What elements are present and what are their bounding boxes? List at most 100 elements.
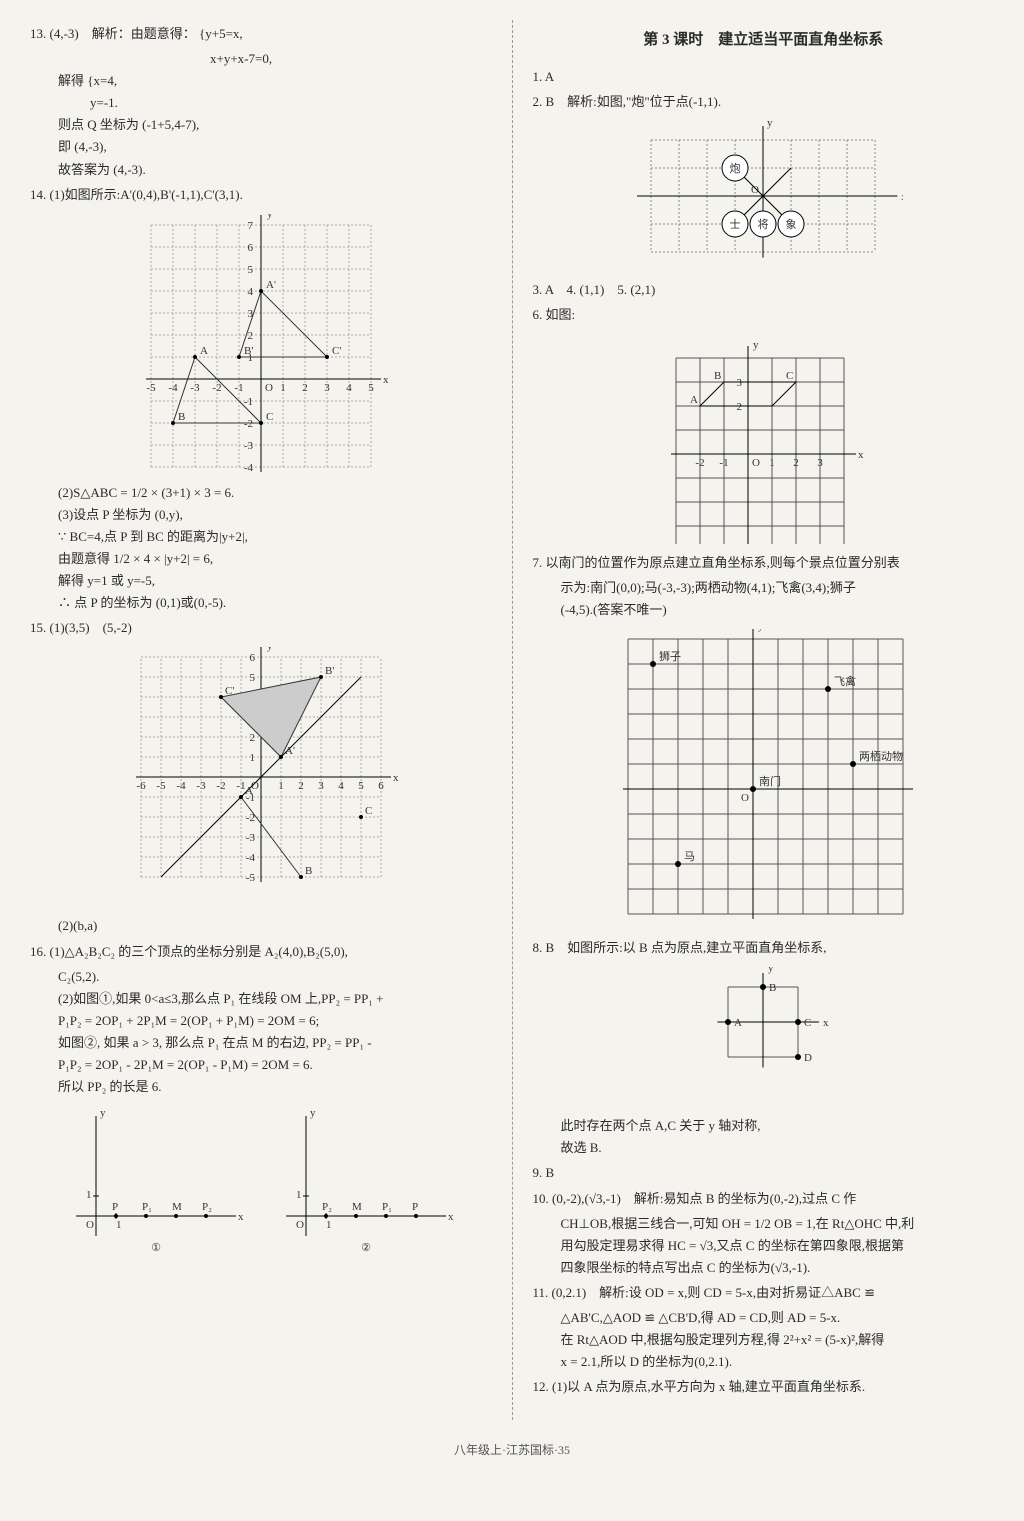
svg-text:A': A' bbox=[285, 745, 295, 757]
q15-chart2: xyO-6-5-4-3-2-1123456-5-4-3-2-1123456 A'… bbox=[30, 647, 492, 907]
svg-text:y: y bbox=[767, 121, 773, 129]
column-divider bbox=[512, 20, 513, 1420]
q13-l2: 即 (4,-3), bbox=[30, 136, 492, 158]
right-column: 第 3 课时 建立适当平面直角坐标系 1. A 2. B 解析:如图,"炮"位于… bbox=[533, 20, 995, 1420]
q8-head: 8. B 如图所示:以 B 点为原点,建立平面直角坐标系, bbox=[533, 937, 995, 959]
svg-text:-5: -5 bbox=[156, 780, 166, 792]
svg-text:C: C bbox=[786, 370, 793, 382]
svg-text:P₁: P₁ bbox=[142, 1201, 152, 1213]
q13-head: 13. (4,-3) 解析：由题意得： bbox=[30, 26, 196, 41]
svg-text:-2: -2 bbox=[244, 418, 253, 430]
q6-chart: xyO-2-112323 ABC bbox=[533, 334, 995, 544]
q13-block: 13. (4,-3) 解析：由题意得： {y+5=x, bbox=[30, 23, 492, 45]
q13-l3: 故答案为 (4,-3). bbox=[30, 159, 492, 181]
svg-text:P₂: P₂ bbox=[202, 1201, 212, 1213]
svg-text:1: 1 bbox=[326, 1219, 332, 1231]
q11-l3: 在 Rt△AOD 中,根据勾股定理列方程,得 2²+x² = (5-x)²,解得 bbox=[533, 1329, 995, 1351]
q16-l1b: C₂(5,2). bbox=[30, 966, 492, 988]
svg-text:5: 5 bbox=[368, 382, 374, 394]
svg-text:1: 1 bbox=[770, 457, 776, 469]
q11-l1: 11. (0,2.1) 解析:设 OD = x,则 CD = 5-x,由对折易证… bbox=[533, 1282, 995, 1304]
svg-text:y: y bbox=[267, 214, 273, 220]
svg-text:-3: -3 bbox=[246, 832, 256, 844]
svg-text:-2: -2 bbox=[212, 382, 221, 394]
svg-text:1: 1 bbox=[278, 780, 284, 792]
page-footer: 八年级上·江苏国标·35 bbox=[30, 1440, 994, 1460]
svg-text:2: 2 bbox=[794, 457, 800, 469]
svg-text:M: M bbox=[352, 1201, 362, 1213]
chart-svg-7: xyO 狮子飞禽南门两栖动物马 bbox=[613, 629, 913, 929]
svg-text:M: M bbox=[172, 1201, 182, 1213]
svg-text:P₁: P₁ bbox=[382, 1201, 392, 1213]
svg-text:B: B bbox=[305, 865, 312, 877]
q14-head: 14. (1)如图所示:A'(0,4),B'(-1,1),C'(3,1). bbox=[30, 184, 492, 206]
q13-sys2b: y=-1. bbox=[30, 92, 492, 114]
svg-text:C': C' bbox=[332, 345, 341, 357]
svg-text:-2: -2 bbox=[696, 457, 705, 469]
chart-svg-15: xyO-6-5-4-3-2-1123456-5-4-3-2-1123456 A'… bbox=[121, 647, 401, 907]
svg-text:5: 5 bbox=[247, 264, 253, 276]
svg-text:5: 5 bbox=[358, 780, 364, 792]
svg-text:2: 2 bbox=[247, 330, 253, 342]
svg-text:O: O bbox=[741, 792, 749, 804]
q7-chart: xyO 狮子飞禽南门两栖动物马 bbox=[533, 629, 995, 929]
svg-text:1: 1 bbox=[86, 1189, 92, 1201]
q15-p2: (2)(b,a) bbox=[30, 915, 492, 937]
q16-l1: 16. (1)△A₂B₂C₂ 的三个顶点的坐标分别是 A₂(4,0),B₂(5,… bbox=[30, 941, 492, 963]
svg-text:y: y bbox=[100, 1107, 106, 1119]
q11-l2: △AB'C,△AOD ≌ △CB'D,得 AD = CD,则 AD = 5-x. bbox=[533, 1307, 995, 1329]
svg-text:C: C bbox=[266, 411, 273, 423]
svg-text:1: 1 bbox=[116, 1219, 122, 1231]
svg-text:3: 3 bbox=[324, 382, 330, 394]
svg-text:2: 2 bbox=[249, 732, 255, 744]
svg-text:O: O bbox=[296, 1219, 304, 1231]
svg-text:x: x bbox=[383, 374, 389, 386]
svg-text:P: P bbox=[112, 1201, 118, 1213]
svg-text:A: A bbox=[690, 394, 698, 406]
svg-text:-3: -3 bbox=[244, 440, 254, 452]
svg-text:-6: -6 bbox=[136, 780, 146, 792]
q13-brace1b: x+y+x-7=0, bbox=[30, 48, 492, 70]
svg-text:A: A bbox=[245, 785, 253, 797]
chart-svg-8: xy ABCD bbox=[693, 967, 833, 1107]
svg-text:将: 将 bbox=[758, 218, 769, 231]
q15-head: 15. (1)(3,5) (5,-2) bbox=[30, 617, 492, 639]
svg-text:1: 1 bbox=[280, 382, 286, 394]
q9: 9. B bbox=[533, 1162, 995, 1184]
q14-p3e: ∴ 点 P 的坐标为 (0,1)或(0,-5). bbox=[30, 592, 492, 614]
svg-text:士: 士 bbox=[730, 218, 741, 231]
q16-chart-pair: xyO11PP₁MP₂① xyO11P₂MP₁P② bbox=[30, 1106, 492, 1256]
q10-l2: CH⊥OB,根据三线合一,可知 OH = 1/2 OB = 1,在 Rt△OHC… bbox=[533, 1213, 995, 1235]
svg-text:A: A bbox=[200, 345, 208, 357]
page-container: 13. (4,-3) 解析：由题意得： {y+5=x, x+y+x-7=0, 解… bbox=[30, 20, 994, 1420]
svg-text:炮: 炮 bbox=[730, 162, 741, 175]
svg-text:B: B bbox=[178, 411, 185, 423]
svg-text:O: O bbox=[265, 382, 273, 394]
svg-text:6: 6 bbox=[249, 652, 255, 664]
q7-l2: 示为:南门(0,0);马(-3,-3);两栖动物(4,1);飞禽(3,4);狮子 bbox=[533, 577, 995, 599]
svg-text:y: y bbox=[758, 629, 764, 632]
svg-text:3: 3 bbox=[818, 457, 824, 469]
q10-l3: 用勾股定理易求得 HC = √3,又点 C 的坐标在第四象限,根据第 bbox=[533, 1235, 995, 1257]
svg-text:x: x bbox=[238, 1211, 244, 1223]
svg-text:O: O bbox=[752, 457, 760, 469]
svg-text:A': A' bbox=[266, 279, 276, 291]
svg-text:B: B bbox=[714, 370, 721, 382]
q6-head: 6. 如图: bbox=[533, 304, 995, 326]
chart-svg-14-1: xyO-5-4-3-2-112345-4-3-2-11234567 A'B'C'… bbox=[131, 214, 391, 474]
svg-text:2: 2 bbox=[302, 382, 308, 394]
q7-l3: (-4,5).(答案不唯一) bbox=[533, 599, 995, 621]
svg-text:3: 3 bbox=[737, 377, 743, 389]
q2-chart: xyO 炮士将象 bbox=[533, 121, 995, 271]
svg-text:飞禽: 飞禽 bbox=[834, 674, 856, 688]
svg-text:1: 1 bbox=[296, 1189, 302, 1201]
q16-l2: (2)如图①,如果 0<a≤3,那么点 P₁ 在线段 OM 上,PP₂ = PP… bbox=[30, 988, 492, 1010]
svg-text:4: 4 bbox=[247, 286, 253, 298]
svg-text:B': B' bbox=[244, 345, 253, 357]
q14-p3c: 由题意得 1/2 × 4 × |y+2| = 6, bbox=[30, 548, 492, 570]
svg-text:x: x bbox=[858, 449, 864, 461]
q8-chart: xy ABCD bbox=[533, 967, 995, 1107]
svg-text:y: y bbox=[310, 1107, 316, 1119]
svg-text:5: 5 bbox=[249, 672, 255, 684]
svg-text:1: 1 bbox=[249, 752, 255, 764]
